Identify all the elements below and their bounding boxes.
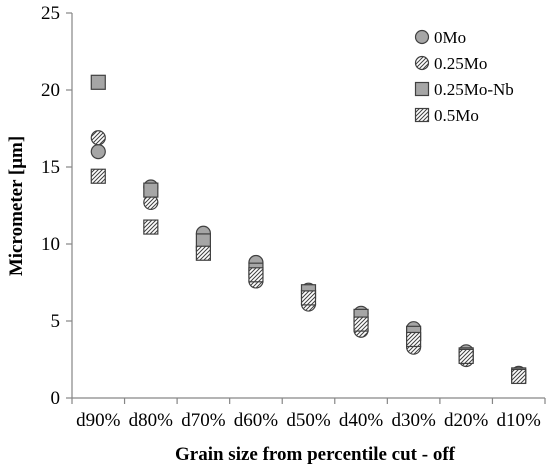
series-0-5mo [90, 168, 527, 385]
data-point [511, 368, 527, 385]
legend-marker [414, 81, 430, 97]
data-points [90, 74, 527, 385]
y-tick-label: 0 [51, 388, 61, 409]
data-point [353, 316, 369, 332]
x-tick-label: d40% [339, 410, 384, 431]
data-point [458, 348, 474, 365]
data-point [90, 130, 106, 146]
y-tick-label: 25 [41, 3, 60, 24]
data-point [90, 168, 106, 184]
data-point [90, 144, 106, 160]
x-tick-label: d10% [497, 410, 542, 431]
y-tick-label: 15 [41, 157, 60, 178]
data-point [248, 267, 264, 283]
y-axis-title: Micrometer [μm] [6, 136, 27, 276]
legend-label: 0.25Mo-Nb [434, 80, 514, 99]
data-point [406, 331, 422, 348]
legend-label: 0.25Mo [434, 54, 487, 73]
x-tick-label: d90% [76, 410, 121, 431]
series-0mo [90, 144, 527, 381]
data-point [90, 74, 106, 90]
legend-marker [414, 29, 430, 45]
x-axis-title: Grain size from percentile cut - off [175, 444, 456, 465]
data-point [143, 219, 159, 235]
legend-label: 0.5Mo [434, 106, 479, 125]
x-tick-label: d50% [286, 410, 331, 431]
x-tick-label: d30% [391, 410, 436, 431]
data-point [195, 245, 211, 261]
legend-marker [414, 55, 430, 71]
data-point [143, 182, 159, 198]
y-axis-ticks: 0 5 10 15 20 25 [41, 3, 72, 409]
legend-marker [414, 107, 430, 123]
data-point [300, 290, 317, 306]
y-tick-label: 10 [41, 234, 60, 255]
legend-label: 0Mo [434, 28, 466, 47]
x-tick-label: d80% [129, 410, 174, 431]
y-tick-label: 5 [51, 311, 61, 332]
series-0-25mo [90, 130, 527, 385]
x-tick-label: d20% [444, 410, 489, 431]
x-axis-ticks: d90% d80% d70% d60% d50% d40% d30% d20% d10% [71, 398, 546, 431]
axes [71, 13, 545, 399]
y-tick-label: 20 [41, 80, 60, 101]
x-tick-label: d60% [234, 410, 279, 431]
x-tick-label: d70% [181, 410, 226, 431]
legend: 0Mo 0.25Mo 0.25Mo-Nb 0.5Mo [414, 28, 514, 125]
